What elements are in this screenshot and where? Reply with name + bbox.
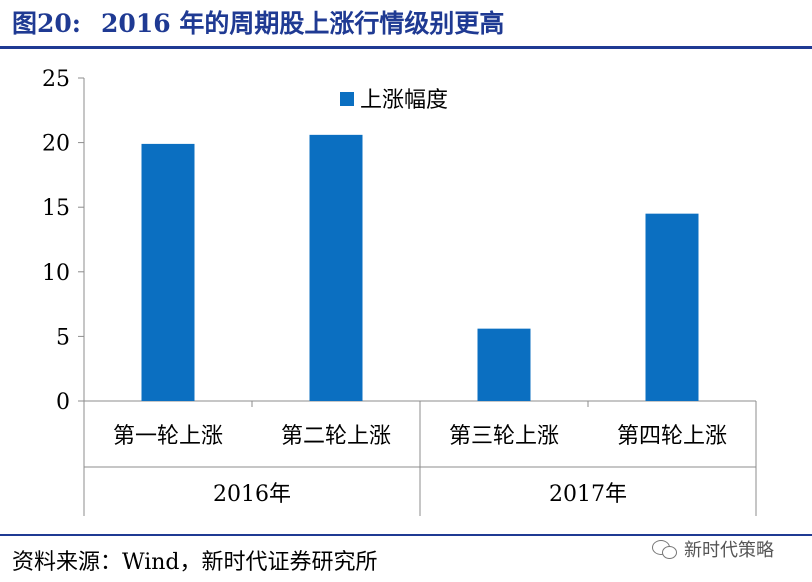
watermark: 新时代策略 [652, 536, 774, 562]
y-tick-label: 10 [42, 261, 70, 286]
figure-title-text: 2016 年的周期股上涨行情级别更高 [101, 9, 505, 38]
bar-3 [477, 328, 531, 401]
watermark-text: 新时代策略 [684, 540, 774, 561]
x-group-label: 2017年 [549, 482, 627, 507]
bar-1 [141, 143, 195, 401]
figure-number: 图20: [12, 9, 82, 38]
x-category-label: 第二轮上涨 [281, 424, 391, 449]
footer-rule [0, 534, 812, 536]
y-tick-label: 25 [42, 67, 70, 92]
title-rule [0, 46, 812, 49]
bar-2 [309, 134, 363, 401]
bar-4 [645, 213, 699, 401]
legend-label: 上涨幅度 [360, 88, 448, 113]
legend-swatch [340, 92, 354, 106]
wechat-icon [652, 538, 678, 560]
x-category-label: 第三轮上涨 [449, 424, 559, 449]
x-category-label: 第一轮上涨 [113, 424, 223, 449]
figure-title: 图20: 2016 年的周期股上涨行情级别更高 [12, 4, 504, 40]
y-tick-label: 5 [56, 325, 70, 350]
y-tick-label: 15 [42, 196, 70, 221]
bar-chart: 0 5 10 15 20 25 第一轮上涨 第二轮上涨 第三轮上涨 第四轮上涨 2016年 2017年… [42, 67, 757, 516]
x-group-label: 2016年 [213, 482, 291, 507]
x-category-label: 第四轮上涨 [617, 424, 727, 449]
y-tick-label: 20 [42, 132, 70, 157]
source-note: 资料来源：Wind，新时代证券研究所 [12, 550, 378, 575]
y-tick-label: 0 [56, 390, 70, 415]
